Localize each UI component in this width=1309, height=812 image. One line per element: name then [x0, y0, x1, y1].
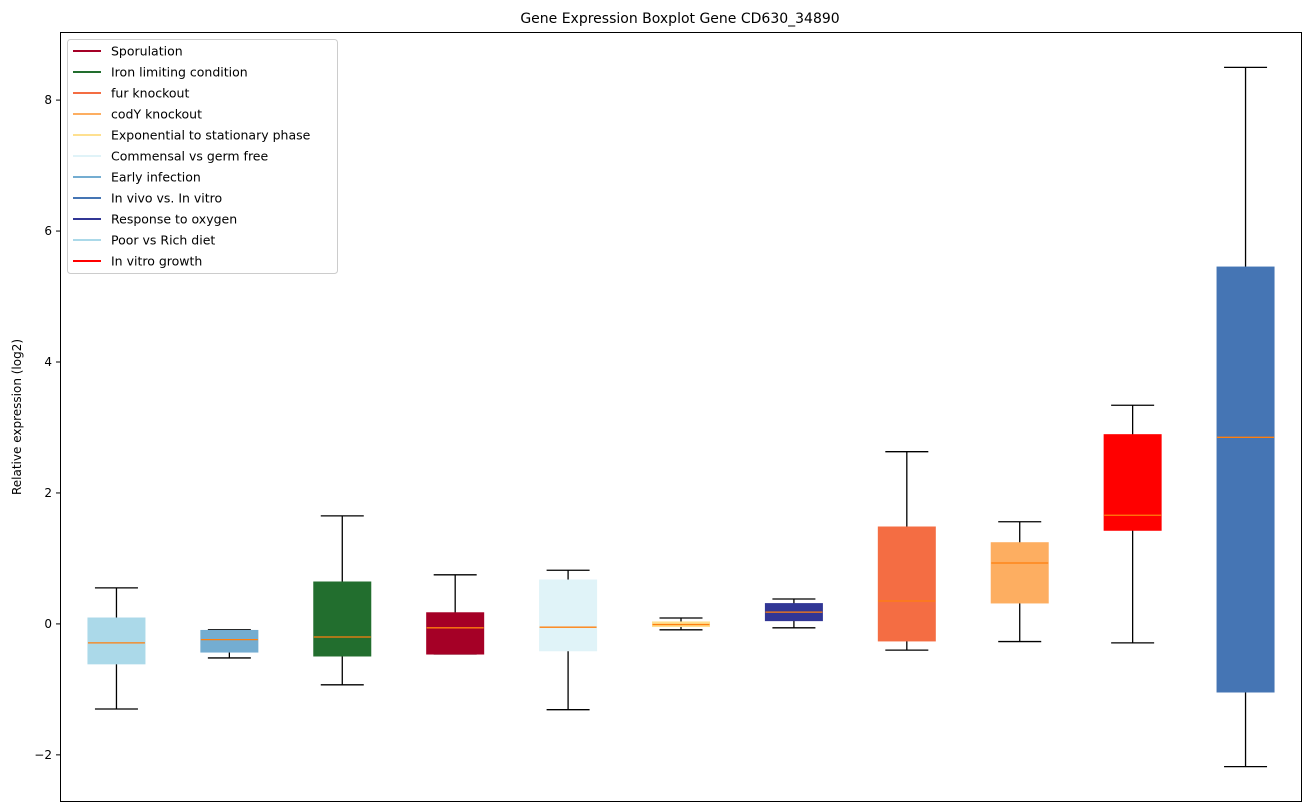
box-fur-knockout — [877, 451, 936, 651]
y-tick-label: 0 — [44, 617, 52, 631]
box-iqr — [87, 617, 146, 665]
box-early-infection — [200, 629, 259, 659]
box-sporulation — [426, 574, 485, 655]
box-iqr — [539, 579, 598, 652]
box-poor-vs-rich-diet — [87, 587, 146, 710]
box-iqr — [1216, 266, 1275, 693]
y-axis: −2 0 2 4 6 8 — [34, 93, 60, 762]
box-in-vitro-growth — [1103, 404, 1162, 644]
legend-label: fur knockout — [111, 86, 189, 101]
plot-frame — [60, 32, 1302, 802]
chart-title: Gene Expression Boxplot Gene CD630_34890 — [520, 11, 839, 27]
box-iqr — [313, 581, 372, 657]
legend-label: codY knockout — [111, 107, 202, 122]
y-tick-label: 6 — [44, 224, 52, 238]
legend-label: In vivo vs. In vitro — [111, 191, 222, 206]
legend-label: Exponential to stationary phase — [111, 128, 311, 143]
legend-label: Response to oxygen — [111, 212, 237, 227]
legend-frame — [67, 39, 338, 274]
box-iqr — [426, 612, 485, 655]
legend-label: Sporulation — [111, 44, 183, 59]
y-tick-label: 2 — [44, 486, 52, 500]
box-exponential-to-stationary-phase — [652, 617, 710, 631]
legend-label: Poor vs Rich diet — [111, 233, 215, 248]
legend-label: Commensal vs germ free — [111, 149, 268, 164]
legend-label: Early infection — [111, 170, 201, 185]
box-in-vivo-vs-in-vitro — [1216, 66, 1275, 768]
legend-label: In vitro growth — [111, 254, 202, 269]
y-tick-label: 8 — [44, 93, 52, 107]
y-axis-label: Relative expression (log2) — [10, 339, 24, 495]
box-iqr — [877, 526, 936, 642]
box-response-to-oxygen — [764, 598, 823, 629]
y-tick-label: −2 — [34, 748, 52, 762]
legend-label: Iron limiting condition — [111, 65, 248, 80]
box-cody-knockout — [990, 521, 1049, 643]
box-iron-limiting-condition — [313, 515, 372, 686]
boxes-layer — [87, 66, 1275, 768]
box-commensal-vs-germ-free — [539, 569, 598, 711]
legend: Sporulation Iron limiting condition fur kn… — [67, 39, 338, 274]
box-iqr — [200, 629, 259, 653]
box-iqr — [1103, 434, 1162, 531]
y-tick-label: 4 — [44, 355, 52, 369]
box-iqr — [990, 542, 1049, 604]
